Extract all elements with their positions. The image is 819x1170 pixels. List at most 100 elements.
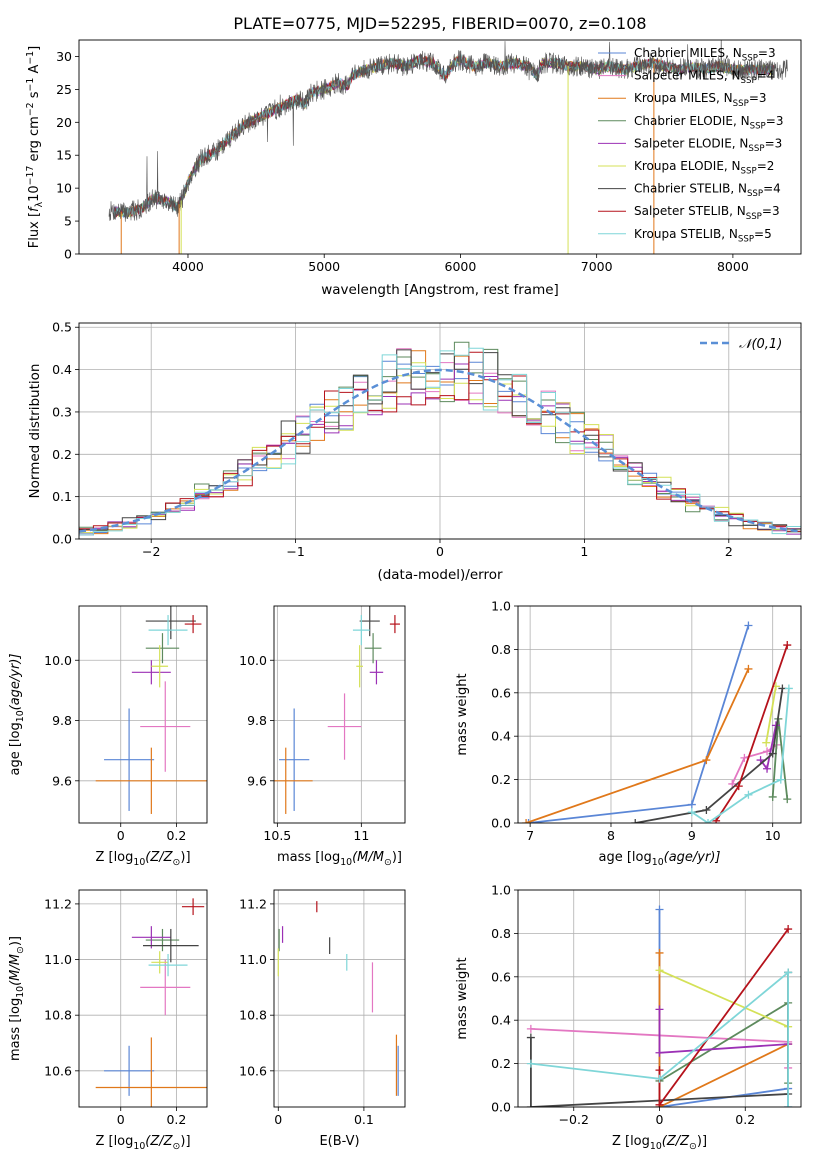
normal-curve: [79, 368, 801, 533]
z-age-panel-ytick-label: 10.0: [44, 653, 72, 668]
ebv-mass-panel-xtick-label: 0.1: [354, 1112, 374, 1127]
z-weight-panel-series-marker: [526, 1103, 535, 1107]
z-mass-panel-xlabel: Z [log10(Z/Z⊙)]: [95, 1134, 190, 1152]
z-weight-panel-xtick-label: −0.2: [559, 1112, 589, 1127]
z-weight-panel-series: [526, 968, 793, 1107]
legend-label-part: =5: [754, 227, 772, 241]
legend-label-part: SSP: [742, 54, 758, 64]
ebv-mass-panel-ytick-label: 11.0: [239, 952, 267, 967]
age-weight-panel-series-marker: [631, 819, 640, 823]
age-weight-panel-series-marker: [734, 782, 743, 791]
legend-label-part: =4: [763, 182, 781, 196]
z-weight-panel-xtick-label: 0.2: [735, 1112, 755, 1127]
mass-age-panel-xtick-label: 10.5: [263, 828, 291, 843]
z-age-panel-xlabel: Z [log10(Z/Z⊙)]: [95, 850, 190, 868]
age-weight-panel-series-line: [765, 686, 777, 743]
spectrum-panel-xtick-label: 6000: [445, 259, 477, 274]
ebv-mass-panel-xlabel: E(B-V): [319, 1134, 359, 1149]
age-weight-panel-series-marker: [744, 790, 753, 799]
z-age-panel-point: [148, 615, 188, 646]
z-weight-panel-xlabel-part: Z [log: [612, 1134, 650, 1149]
z-mass-panel-xlabel-part: 10: [133, 1141, 145, 1152]
z-mass-panel-ytick-label: 10.8: [44, 1008, 72, 1023]
age-weight-panel-frame: [517, 605, 802, 824]
legend-label: Chabrier STELIB, NSSP=4: [634, 182, 781, 200]
z-weight-panel-series-marker: [655, 1005, 664, 1014]
z-age-panel-frame: [78, 605, 208, 824]
age-weight-panel-ytick-label: 0.2: [491, 772, 511, 787]
z-weight-panel-series-marker: [784, 925, 793, 934]
z-mass-panel-ylabel-part: mass [log: [8, 998, 23, 1061]
z-mass-panel-point: [95, 1037, 207, 1107]
age-weight-panel-series-marker: [768, 749, 777, 758]
ebv-mass-panel-plot-area: [277, 901, 399, 1096]
residual-panel-xtick-label: 1: [580, 544, 588, 559]
spectrum-ylabel-part: f: [27, 205, 42, 212]
z-weight-panel-series-marker: [655, 905, 664, 914]
z-weight-panel-series-marker: [784, 1103, 793, 1107]
mass-age-panel-ytick-label: 10.0: [239, 653, 267, 668]
age-weight-panel-ytick-label: 0.4: [491, 729, 511, 744]
mass-age-panel-xlabel-part: 10: [340, 857, 352, 868]
z-weight-panel-series-marker: [655, 1074, 664, 1083]
z-weight-panel-ytick-label: 0.6: [491, 969, 511, 984]
legend-label-part: Kroupa ELODIE, N: [634, 159, 741, 173]
legend-label-part: Chabrier ELODIE, N: [634, 114, 750, 128]
z-weight-panel-series-line: [658, 952, 789, 1107]
age-weight-panel-ytick-label: 0.0: [491, 816, 511, 831]
z-mass-panel-xlabel-part: (Z/Z: [145, 1134, 173, 1149]
ebv-mass-panel-frame: [273, 889, 406, 1108]
age-weight-panel-ytick-label: 0.6: [491, 685, 511, 700]
age-weight-panel-series-marker: [687, 800, 696, 809]
z-weight-panel-series: [655, 905, 793, 1107]
age-weight-panel-ytick-label: 1.0: [491, 599, 511, 614]
legend-label-part: =3: [758, 46, 776, 60]
z-weight-panel-ytick-label: 1.0: [491, 883, 511, 898]
legend-label-part: SSP: [733, 99, 749, 109]
legend-label-part: Chabrier STELIB, N: [634, 182, 747, 196]
z-weight-panel-series-marker: [655, 1048, 664, 1057]
legend-label-part: =3: [749, 91, 767, 105]
age-weight-panel-series-marker: [783, 795, 792, 804]
z-mass-panel-point: [148, 953, 188, 977]
ebv-mass-panel-ytick-label: 10.8: [239, 1008, 267, 1023]
mass-age-panel-point: [369, 660, 384, 685]
z-weight-panel-frame: [517, 889, 802, 1108]
residual-panel-ytick-label: 0.1: [52, 489, 72, 504]
residual-panel-ytick-label: 0.0: [52, 532, 72, 547]
age-weight-panel-series-marker: [740, 753, 749, 762]
mass-age-panel-point: [389, 615, 400, 634]
mass-age-panel-xlabel-part: ⊙: [384, 857, 392, 868]
age-weight-panel-series-marker: [763, 764, 772, 773]
z-age-panel-point: [95, 747, 207, 814]
age-weight-panel-series-marker: [744, 664, 753, 673]
legend-label: Kroupa ELODIE, NSSP=2: [634, 159, 774, 177]
z-weight-panel-series: [655, 925, 793, 1107]
residual-panel-ytick-label: 0.2: [52, 447, 72, 462]
z-weight-panel-series-line: [659, 1001, 789, 1084]
ebv-mass-panel-xtick-label: 0: [274, 1112, 282, 1127]
z-age-panel-xlabel-part: ⊙: [173, 857, 181, 868]
z-weight-panel-series-marker: [655, 966, 664, 975]
spectrum-ylabel-part: −17: [25, 166, 36, 186]
age-weight-panel-series-marker: [744, 621, 753, 630]
z-weight-panel-series-line: [658, 928, 789, 1107]
age-weight-panel-series-line: [525, 668, 750, 823]
spectrum-xlabel: wavelength [Angstrom, rest frame]: [321, 282, 559, 298]
residual-panel-ytick-label: 0.5: [52, 320, 72, 335]
spectrum-ylabel-part: A: [27, 65, 42, 78]
z-weight-panel-series-line: [530, 970, 789, 1107]
age-weight-panel-series-marker: [784, 684, 793, 693]
legend-label-part: Salpeter ELODIE, N: [634, 136, 748, 150]
legend-label: Salpeter MILES, NSSP=4: [634, 69, 774, 87]
legend-label-part: SSP: [738, 234, 754, 244]
age-weight-panel-series-marker: [762, 738, 771, 747]
figure-title: PLATE=0775, MJD=52295, FIBERID=0070, z=0…: [233, 14, 646, 33]
z-weight-panel-series-marker: [526, 1024, 535, 1033]
z-mass-panel-point: [104, 1045, 155, 1096]
legend-label-part: Chabrier MILES, N: [634, 46, 742, 60]
z-mass-panel-xtick-label: 0.2: [166, 1112, 186, 1127]
residual-panel-xtick-label: 0: [436, 544, 444, 559]
age-weight-panel-xtick-label: 7: [526, 828, 534, 843]
mass-age-panel-point: [274, 747, 313, 814]
